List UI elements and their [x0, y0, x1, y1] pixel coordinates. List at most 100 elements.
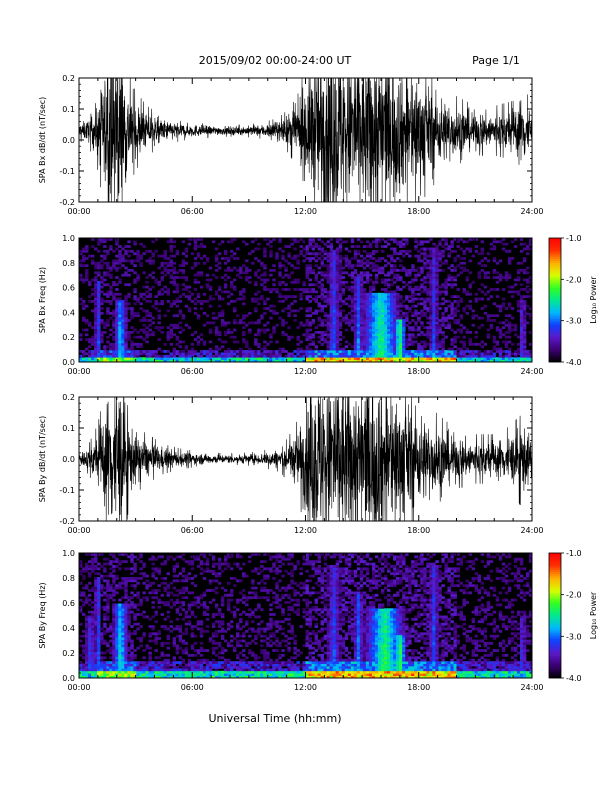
- spectrogram-cell: [384, 311, 388, 315]
- spectrogram-cell: [124, 307, 128, 310]
- spectrogram-cell: [459, 247, 463, 251]
- spectrogram-cell: [91, 601, 95, 604]
- spectrogram-cell: [480, 249, 485, 253]
- spectrogram-cell: [257, 321, 261, 325]
- spectrogram-cell: [353, 333, 358, 337]
- spectrogram-cell: [516, 309, 521, 313]
- spectrogram-cell: [157, 567, 161, 571]
- spectrogram-cell: [329, 338, 334, 341]
- spectrogram-cell: [109, 333, 113, 337]
- spectrogram-cell: [426, 240, 430, 244]
- spectrogram-cell: [199, 333, 204, 337]
- spectrogram-cell: [112, 620, 116, 624]
- spectrogram-cell: [362, 352, 367, 356]
- spectrogram-cell: [347, 304, 352, 308]
- spectrogram-cell: [459, 266, 463, 270]
- spectrogram-cell: [384, 290, 388, 294]
- spectrogram-cell: [432, 292, 436, 296]
- spectrogram-cell: [133, 586, 137, 590]
- spectrogram-cell: [350, 354, 355, 358]
- spectrogram-cell: [371, 323, 376, 327]
- colorbar-segment: [549, 349, 561, 352]
- spectrogram-cell: [344, 352, 349, 356]
- spectrogram-cell: [432, 326, 436, 330]
- spectrogram-cell: [202, 323, 207, 327]
- spectrogram-cell: [106, 335, 110, 339]
- spectrogram-cell: [332, 261, 337, 265]
- spectrogram-cell: [480, 359, 485, 363]
- spectrogram-cell: [362, 266, 367, 270]
- spectrogram-cell: [248, 331, 252, 334]
- spectrogram-cell: [136, 259, 140, 263]
- spectrogram-cell: [257, 290, 261, 294]
- spectrogram-cell: [377, 311, 382, 315]
- spectrogram-cell: [115, 608, 119, 612]
- spectrogram-cell: [260, 283, 264, 287]
- spectrogram-cell: [157, 584, 161, 588]
- spectrogram-cell: [329, 321, 334, 325]
- spectrogram-cell: [293, 278, 297, 282]
- spectrogram-cell: [411, 335, 415, 339]
- spectrogram-cell: [374, 357, 379, 361]
- spectrogram-cell: [199, 352, 204, 356]
- spectrogram-cell: [305, 297, 309, 301]
- spectrogram-cell: [516, 335, 521, 339]
- spectrogram-cell: [414, 276, 418, 279]
- spectrogram-cell: [118, 309, 122, 313]
- spectrogram-cell: [196, 292, 201, 296]
- spectrogram-cell: [251, 300, 255, 303]
- spectrogram-cell: [91, 641, 95, 645]
- spectrogram-cell: [344, 264, 349, 268]
- spectrogram-cell: [106, 295, 110, 299]
- spectrogram-cell: [85, 357, 89, 361]
- spectrogram-cell: [82, 257, 86, 260]
- spectrogram-cell: [462, 240, 466, 244]
- spectrogram-cell: [468, 238, 472, 241]
- spectrogram-cell: [121, 247, 125, 251]
- spectrogram-cell: [136, 350, 140, 353]
- spectrogram-cell: [214, 347, 219, 351]
- spectrogram-cell: [148, 350, 152, 353]
- spectrogram-cell: [118, 584, 122, 588]
- spectrogram-cell: [338, 326, 343, 330]
- spectrogram-cell: [384, 280, 388, 284]
- spectrogram-cell: [519, 311, 524, 315]
- spectrogram-cell: [293, 357, 297, 361]
- spectrogram-cell: [495, 357, 500, 361]
- spectrogram-cell: [127, 639, 131, 643]
- spectrogram-cell: [344, 359, 349, 363]
- spectrogram-cell: [522, 300, 527, 303]
- spectrogram-cell: [112, 603, 116, 607]
- spectrogram-cell: [278, 280, 282, 284]
- spectrogram-cell: [359, 340, 364, 344]
- spectrogram-cell: [432, 269, 436, 272]
- spectrogram-cell: [97, 309, 101, 313]
- spectrogram-cell: [311, 290, 315, 294]
- spectrogram-cell: [396, 342, 400, 346]
- spectrogram-cell: [248, 280, 252, 284]
- spectrogram-cell: [142, 581, 146, 585]
- spectrogram-cell: [426, 271, 430, 275]
- spectrogram-cell: [441, 319, 445, 322]
- spectrogram-cell: [368, 266, 373, 270]
- spectrogram-cell: [121, 656, 125, 660]
- spectrogram-cell: [124, 637, 128, 640]
- spectrogram-cell: [272, 328, 276, 332]
- spectrogram-cell: [396, 319, 400, 322]
- spectrogram-cell: [299, 249, 303, 253]
- spectrogram-cell: [121, 646, 125, 650]
- spectrogram-cell: [492, 259, 497, 263]
- spectrogram-cell: [465, 357, 469, 361]
- spectrogram-cell: [88, 574, 92, 578]
- spectrogram-cell: [94, 328, 98, 332]
- spectrogram-cell: [519, 297, 524, 301]
- spectrogram-cell: [103, 350, 107, 353]
- spectrogram-cell: [85, 596, 89, 600]
- spectrogram-cell: [387, 311, 391, 315]
- spectrogram-cell: [411, 333, 415, 337]
- spectrogram-cell: [88, 620, 92, 624]
- spectrogram-cell: [91, 309, 95, 313]
- spectrogram-cell: [365, 347, 370, 351]
- spectrogram-cell: [151, 352, 155, 356]
- spectrogram-cell: [435, 321, 439, 325]
